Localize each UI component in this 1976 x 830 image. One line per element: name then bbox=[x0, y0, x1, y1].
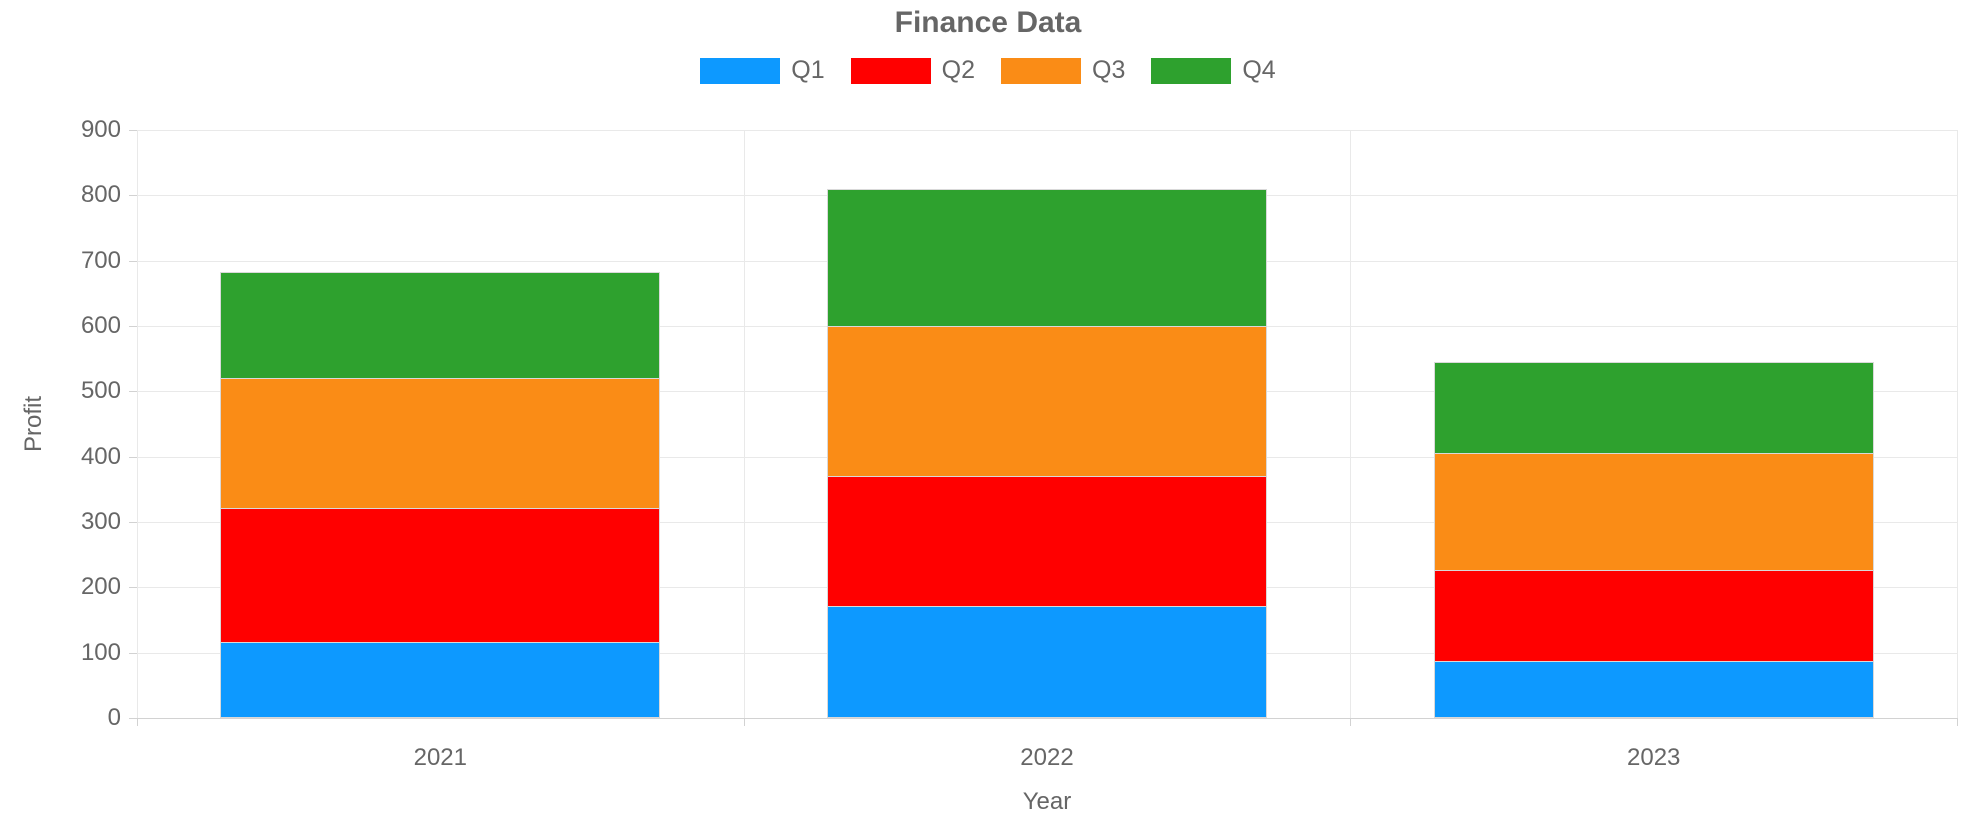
legend-label: Q3 bbox=[1092, 56, 1126, 84]
y-axis-tick-500 bbox=[129, 391, 137, 393]
bar-segment-2021-q2[interactable] bbox=[220, 509, 661, 643]
legend-label: Q1 bbox=[791, 56, 825, 84]
y-axis-tick-900 bbox=[129, 130, 137, 131]
y-axis-tick-100 bbox=[129, 652, 137, 654]
bar-segment-2021-q3[interactable] bbox=[220, 379, 661, 510]
bar-segment-2022-q2[interactable] bbox=[827, 476, 1267, 607]
y-axis-tick-200 bbox=[129, 587, 137, 589]
x-axis-tick-label: 2023 bbox=[1626, 744, 1681, 771]
y-axis-tick-label: 0 bbox=[107, 704, 121, 731]
legend-item-q4[interactable]: Q4 bbox=[1151, 56, 1276, 85]
bar-segment-2021-q4[interactable] bbox=[220, 271, 661, 380]
bar-segment-2022-q1[interactable] bbox=[827, 606, 1267, 718]
y-axis-tick-400 bbox=[129, 456, 137, 458]
y-axis-tick-label: 300 bbox=[80, 508, 121, 535]
y-axis-tick-label: 700 bbox=[80, 246, 121, 274]
legend-item-q1[interactable]: Q1 bbox=[700, 56, 825, 85]
bar-segment-2022-q4[interactable] bbox=[827, 188, 1267, 327]
y-axis-tick-label: 500 bbox=[80, 377, 121, 405]
bar-segment-2023-q4[interactable] bbox=[1433, 361, 1874, 455]
gridline-y-0 bbox=[137, 718, 1957, 719]
x-axis-tick-label: 2022 bbox=[1020, 744, 1074, 771]
bar-segment-2023-q1[interactable] bbox=[1433, 662, 1874, 718]
bar-segment-2022-q3[interactable] bbox=[827, 326, 1267, 477]
legend-item-q2[interactable]: Q2 bbox=[850, 56, 975, 85]
y-axis-tick-label: 600 bbox=[80, 312, 121, 339]
y-axis-tick-800 bbox=[129, 195, 137, 197]
bar-segment-2023-q3[interactable] bbox=[1433, 454, 1874, 572]
y-axis-tick-0 bbox=[129, 718, 137, 719]
bar-2022 bbox=[827, 188, 1267, 718]
gridline-y-900 bbox=[137, 130, 1957, 131]
x-axis-tick-label: 2021 bbox=[413, 744, 467, 771]
x-axis-tick-1 bbox=[743, 718, 745, 726]
x-axis-tick-2 bbox=[1350, 718, 1352, 726]
bar-segment-2023-q2[interactable] bbox=[1433, 571, 1874, 663]
bar-segment-2021-q1[interactable] bbox=[220, 642, 661, 718]
x-axis-tick-0 bbox=[137, 718, 138, 726]
gridline-x-boundary-1 bbox=[743, 130, 745, 718]
legend-item-q3[interactable]: Q3 bbox=[1001, 56, 1125, 85]
x-axis-tick-3 bbox=[1957, 718, 1958, 726]
legend-swatch-q3 bbox=[1001, 57, 1081, 84]
legend-swatch-q1 bbox=[700, 57, 781, 84]
legend-label: Q2 bbox=[941, 56, 975, 84]
chart-title: Finance Data bbox=[894, 6, 1082, 39]
gridline-x-boundary-0 bbox=[137, 130, 138, 718]
gridline-x-boundary-3 bbox=[1957, 130, 1958, 718]
y-axis-tick-label: 200 bbox=[80, 573, 121, 601]
y-axis-tick-label: 100 bbox=[80, 638, 121, 666]
legend-swatch-q2 bbox=[850, 57, 931, 84]
legend-swatch-q4 bbox=[1151, 57, 1232, 84]
y-axis-tick-600 bbox=[129, 326, 137, 327]
y-axis-tick-label: 400 bbox=[80, 442, 121, 470]
gridline-x-boundary-2 bbox=[1350, 130, 1352, 718]
bar-2021 bbox=[220, 271, 661, 718]
y-axis-tick-300 bbox=[129, 522, 137, 523]
y-axis-tick-label: 900 bbox=[80, 116, 121, 143]
y-axis-tick-700 bbox=[129, 260, 137, 262]
legend: Q1 Q2 Q3 Q4 bbox=[0, 56, 1976, 85]
legend-label: Q4 bbox=[1242, 56, 1276, 84]
y-axis-tick-label: 800 bbox=[80, 181, 121, 209]
bar-2023 bbox=[1433, 361, 1874, 718]
x-axis-title: Year bbox=[1022, 788, 1072, 815]
